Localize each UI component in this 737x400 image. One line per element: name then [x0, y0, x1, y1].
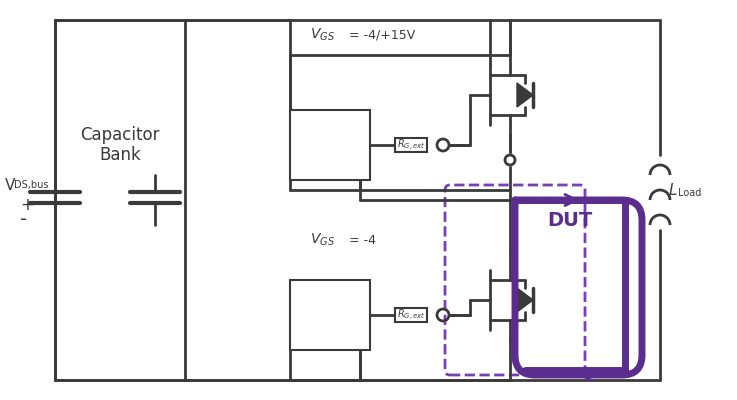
Text: +: + — [323, 298, 338, 316]
Text: $L$: $L$ — [668, 182, 677, 198]
Text: -: - — [20, 210, 27, 230]
Text: DS,bus: DS,bus — [14, 180, 49, 190]
Text: $R_{G,ext}$: $R_{G,ext}$ — [397, 308, 425, 322]
Bar — [290, 280, 370, 350]
Bar — [290, 110, 370, 180]
Text: +: + — [20, 196, 34, 214]
Text: = -4: = -4 — [345, 234, 376, 246]
Bar — [395, 308, 427, 322]
Text: DUT: DUT — [548, 210, 593, 230]
Text: $R_{G,ext}$: $R_{G,ext}$ — [397, 138, 425, 152]
Polygon shape — [517, 288, 533, 312]
Circle shape — [505, 155, 515, 165]
Text: -: - — [325, 313, 335, 333]
Text: V: V — [5, 178, 15, 192]
Text: Load: Load — [678, 188, 702, 198]
Text: $V_{GS}$: $V_{GS}$ — [310, 232, 335, 248]
Text: $V_{GS}$: $V_{GS}$ — [310, 27, 335, 43]
Text: Capacitor
Bank: Capacitor Bank — [80, 126, 160, 164]
Text: = -4/+15V: = -4/+15V — [345, 28, 415, 42]
Bar — [395, 138, 427, 152]
Polygon shape — [517, 83, 533, 107]
